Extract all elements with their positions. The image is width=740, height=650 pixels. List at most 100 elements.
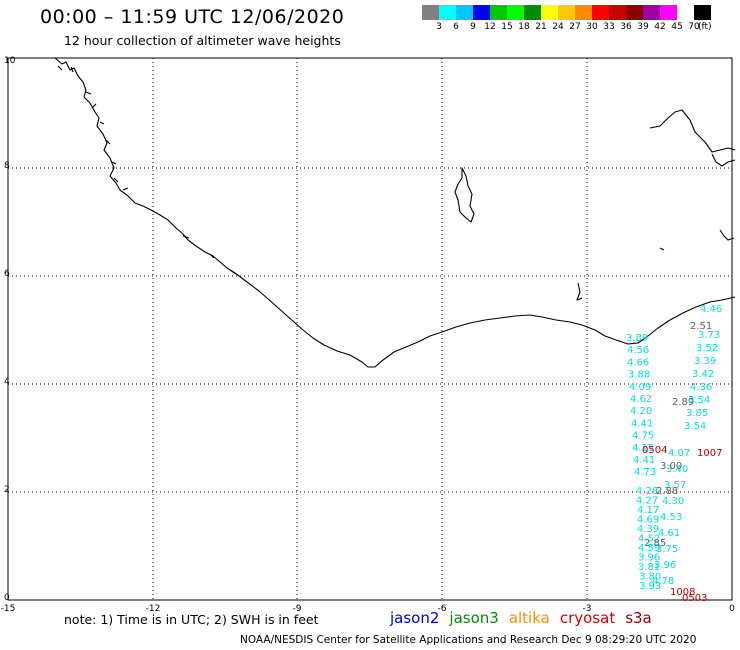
swh-observation-cryosat: 1007 <box>697 448 722 459</box>
legend-swatches <box>422 5 711 20</box>
swh-observation: 4.36 <box>690 382 712 393</box>
swh-observation: 4.15 <box>632 443 654 454</box>
x-tick-label: -12 <box>146 604 161 614</box>
legend-ticks: 3 6 9 12 15 18 21 24 27 30 33 36 39 42 45 70 (ft) <box>422 20 711 34</box>
legend-tick: 36 <box>620 22 632 32</box>
swh-observation: 3.81 <box>638 562 660 573</box>
legend-tick: 21 <box>535 22 547 32</box>
swh-observation: 4.52 <box>638 534 660 545</box>
island-4 <box>711 153 736 167</box>
island-1 <box>454 167 475 223</box>
swh-observation: 3.54 <box>688 395 710 406</box>
x-tick-label: -9 <box>293 604 302 614</box>
swh-observation-jason3: 2.85 <box>644 538 666 549</box>
legend-tick: 9 <box>470 22 476 32</box>
swh-observation: 4.61 <box>658 528 680 539</box>
y-tick-label: 2 <box>4 485 10 495</box>
swh-observation: 3.75 <box>656 544 678 555</box>
axis-labels: -15 -12 -9 -6 -3 0 0 2 4 6 8 10 <box>1 56 735 614</box>
legend-swatch <box>558 5 575 20</box>
mission-label-s3a: s3a <box>625 609 652 627</box>
legend-tick: 12 <box>484 22 496 32</box>
legend-tick: 15 <box>501 22 513 32</box>
legend-swatch <box>507 5 524 20</box>
swh-observation: 4.41 <box>633 455 655 466</box>
legend-swatch <box>473 5 490 20</box>
wave-observations: 3.894.564.663.884.094.624.204.414.754.15… <box>626 304 722 604</box>
legend-swatch <box>456 5 473 20</box>
y-tick-label: 6 <box>4 269 10 279</box>
legend-tick: 39 <box>637 22 649 32</box>
legend-swatch <box>575 5 592 20</box>
swh-observation-cryosat: 0504 <box>642 445 667 456</box>
legend-swatch <box>660 5 677 20</box>
color-legend: 3 6 9 12 15 18 21 24 27 30 33 36 39 42 45 70 (ft) <box>422 5 712 34</box>
swh-observation: 4.53 <box>660 512 682 523</box>
legend-tick: 30 <box>586 22 598 32</box>
swh-observation-jason3: 3.00 <box>660 461 682 472</box>
swh-observation: 4.41 <box>631 418 653 429</box>
swh-observation: 3.54 <box>684 421 706 432</box>
legend-swatch <box>677 5 694 20</box>
island-6 <box>659 247 665 251</box>
map-frame <box>7 57 733 601</box>
mission-label-altika: altika <box>508 609 550 627</box>
swh-observation: 3.89 <box>626 333 648 344</box>
swh-observation: 4.78 <box>652 576 674 587</box>
legend-swatch <box>694 5 711 20</box>
swh-observation: 4.27 <box>636 496 658 507</box>
y-tick-label: 0 <box>4 593 10 603</box>
legend-tick: 45 <box>671 22 683 32</box>
swh-observation: 4.66 <box>627 357 649 368</box>
swh-observation-jason3: 2.89 <box>672 397 694 408</box>
swh-observation: 3.80 <box>639 572 661 583</box>
map-grid <box>8 58 732 600</box>
footer-note: note: 1) Time is in UTC; 2) SWH is in fe… <box>64 612 319 627</box>
swh-observation: 3.57 <box>664 480 686 491</box>
legend-swatch <box>592 5 609 20</box>
swh-observation: 3.42 <box>692 369 714 380</box>
swh-observation: 4.17 <box>637 505 659 516</box>
swh-observation: 4.20 <box>630 406 652 417</box>
swh-observation-cryosat: 1008 <box>670 587 695 598</box>
map-subtitle: 12 hour collection of altimeter wave hei… <box>64 33 341 48</box>
legend-swatch <box>609 5 626 20</box>
map-title: 00:00 – 11:59 UTC 12/06/2020 <box>40 6 345 28</box>
legend-swatch <box>524 5 541 20</box>
swh-observation: 3.39 <box>694 356 716 367</box>
legend-tick: 42 <box>654 22 666 32</box>
footer-credit: NOAA/NESDIS Center for Satellite Applica… <box>240 634 697 646</box>
x-tick-label: 0 <box>729 604 735 614</box>
swh-observation: 3.40 <box>666 464 688 475</box>
swh-observation-cryosat: 0503 <box>682 593 707 604</box>
swh-observation: 3.88 <box>628 370 650 381</box>
x-tick-label: -15 <box>1 604 16 614</box>
island-3 <box>649 109 736 153</box>
swh-observation: 3.85 <box>686 408 708 419</box>
y-tick-label: 8 <box>4 161 10 171</box>
legend-tick: 24 <box>552 22 564 32</box>
legend-swatch <box>422 5 439 20</box>
legend-tick: 70 <box>688 22 700 32</box>
legend-unit: (ft) <box>698 22 712 32</box>
swh-observation: 4.73 <box>634 467 656 478</box>
swh-observation: 4.46 <box>700 304 722 315</box>
swh-observation: 4.69 <box>637 515 659 526</box>
swh-observation: 4.09 <box>629 382 651 393</box>
legend-tick: 18 <box>518 22 530 32</box>
coastline-main <box>54 57 736 368</box>
mission-label-jason3: jason3 <box>449 609 499 627</box>
legend-swatch <box>541 5 558 20</box>
coastline <box>54 57 736 368</box>
x-tick-label: -3 <box>583 604 592 614</box>
island-2 <box>576 282 583 301</box>
mission-legend: jason2 jason3 altika cryosat s3a <box>390 609 662 627</box>
swh-observation: 4.62 <box>630 394 652 405</box>
swh-observation-jason3: 2.51 <box>690 321 712 332</box>
swh-observation: 4.75 <box>632 431 654 442</box>
legend-tick: 6 <box>453 22 459 32</box>
swh-observation: 4.59 <box>638 543 660 554</box>
swh-observation: 4.56 <box>627 345 649 356</box>
y-tick-label: 4 <box>4 377 10 387</box>
